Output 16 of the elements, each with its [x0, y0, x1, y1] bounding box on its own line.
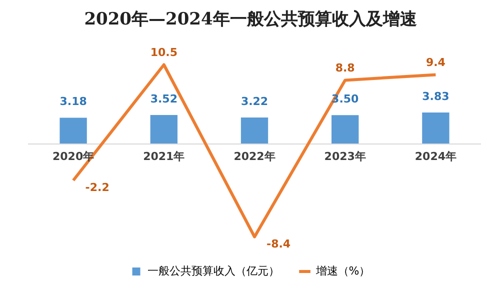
data-label: 8.8	[335, 62, 355, 75]
legend-label: 增速（%）	[314, 264, 370, 278]
data-label: -2.2	[85, 181, 110, 194]
data-label: 3.83	[422, 90, 450, 103]
data-label: 10.5	[150, 46, 178, 60]
data-label: 3.18	[60, 95, 87, 108]
x-tick-label: 2024年	[414, 150, 457, 163]
x-tick-label: 2021年	[143, 150, 185, 163]
x-tick-label: 2023年	[324, 150, 366, 163]
data-label: 3.22	[240, 94, 268, 108]
legend-label: 一般公共预算收入（亿元）	[147, 264, 280, 278]
x-tick-label: 2022年	[234, 150, 276, 163]
data-label: 9.4	[426, 56, 446, 70]
data-label: -8.4	[266, 238, 291, 251]
data-label: 3.52	[150, 92, 178, 106]
chart-title: 2020年—2024年一般公共预算收入及增速	[84, 10, 417, 30]
